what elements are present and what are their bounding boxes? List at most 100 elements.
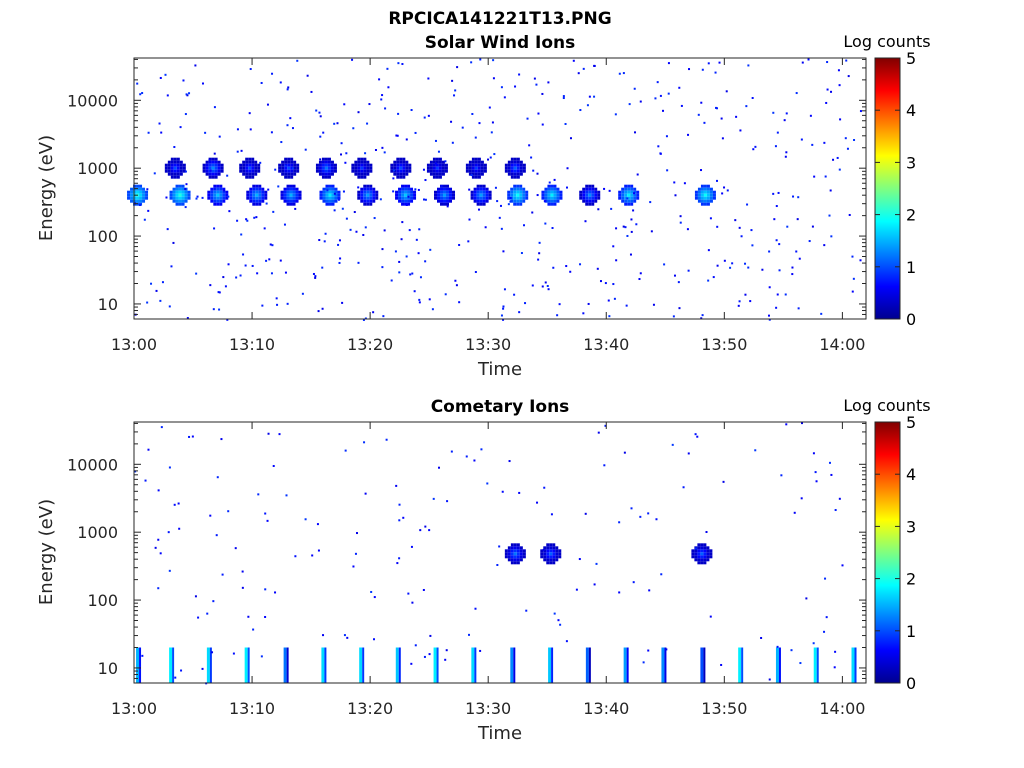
spectrogram-cell	[738, 300, 741, 303]
spectrogram-cell	[553, 184, 557, 188]
spectrogram-cell	[694, 190, 698, 194]
spectrogram-cell	[407, 187, 411, 191]
spectrogram-cell	[210, 196, 214, 200]
spectrogram-cell	[206, 612, 209, 615]
spectrogram-cell	[363, 187, 367, 191]
spectrogram-cell	[700, 546, 704, 550]
spectrogram-cell	[432, 163, 436, 167]
spectrogram-cell	[333, 166, 337, 170]
spectrogram-cell	[559, 196, 563, 200]
spectrogram-cell	[321, 157, 325, 161]
spectrogram-cell	[366, 163, 370, 167]
y-tick-label: 1000	[77, 523, 118, 542]
spectrogram-cell	[435, 157, 439, 161]
spectrogram-cell	[398, 190, 402, 194]
spectrogram-cell	[662, 109, 665, 112]
spectrogram-cell	[597, 193, 601, 197]
spectrogram-cell	[222, 196, 226, 200]
spectrogram-cell	[392, 190, 395, 193]
spectrogram-cell	[510, 187, 514, 191]
spectrogram-cell	[287, 175, 291, 179]
spectrogram-cell	[363, 166, 367, 170]
spectrogram-cell	[488, 190, 492, 194]
spectrogram-cell	[398, 199, 402, 203]
spectrogram-cell	[636, 196, 640, 200]
spectrogram-cell	[286, 647, 289, 683]
spectrogram-cell	[513, 552, 517, 556]
spectrogram-cell	[188, 92, 191, 95]
spectrogram-cell	[334, 187, 338, 191]
spectrogram-cell	[429, 169, 433, 173]
spectrogram-cell	[516, 543, 520, 547]
spectrogram-cell	[402, 163, 406, 167]
spectrogram-cell	[227, 195, 230, 198]
spectrogram-cell	[289, 202, 293, 206]
spectrogram-cell	[205, 166, 209, 170]
y-tick-label: 10	[98, 659, 118, 678]
spectrogram-cell	[355, 230, 358, 233]
spectrogram-cell	[510, 561, 514, 565]
spectrogram-cell	[252, 202, 256, 206]
spectrogram-cell	[525, 609, 528, 612]
spectrogram-cell	[139, 647, 142, 683]
spectrogram-cell	[474, 136, 477, 139]
colorbar-tick-label: 3	[906, 517, 916, 536]
spectrogram-cell	[254, 160, 258, 164]
spectrogram-cell	[429, 163, 433, 167]
spectrogram-cell	[205, 163, 209, 167]
spectrogram-cell	[553, 196, 557, 200]
spectrogram-cell	[328, 190, 332, 194]
spectrogram-cell	[158, 122, 161, 125]
spectrogram-cell	[776, 645, 779, 648]
spectrogram-cell	[703, 121, 706, 124]
spectrogram-cell	[277, 185, 280, 188]
spectrogram-cell	[440, 196, 444, 200]
spectrogram-cell	[465, 163, 469, 167]
spectrogram-cell	[426, 169, 430, 173]
spectrogram-cell	[283, 193, 287, 197]
spectrogram-cell	[216, 202, 220, 206]
spectrogram-cell	[535, 83, 538, 86]
spectrogram-cell	[582, 312, 585, 315]
spectrogram-cell	[369, 169, 373, 173]
spectrogram-cell	[218, 135, 221, 138]
spectrogram-cell	[808, 240, 811, 243]
spectrogram-cell	[482, 193, 486, 197]
spectrogram-cell	[257, 169, 261, 173]
spectrogram-cell	[395, 484, 398, 487]
spectrogram-cell	[547, 190, 551, 194]
spectrogram-cell	[225, 196, 229, 200]
spectrogram-cell	[216, 476, 219, 479]
spectrogram-cell	[437, 190, 441, 194]
spectrogram-cell	[513, 175, 517, 179]
spectrogram-cell	[284, 172, 288, 176]
x-tick-label: 13:40	[583, 699, 629, 718]
spectrogram-cell	[170, 157, 174, 161]
spectrogram-cell	[553, 202, 557, 206]
spectrogram-cell	[410, 545, 413, 548]
spectrogram-cell	[633, 192, 636, 195]
spectrogram-cell	[603, 464, 606, 467]
spectrogram-cell	[474, 163, 478, 167]
spectrogram-cell	[577, 72, 580, 75]
spectrogram-cell	[519, 184, 523, 188]
spectrogram-cell	[366, 187, 370, 191]
spectrogram-cell	[130, 193, 134, 197]
spectrogram-cell	[547, 196, 551, 200]
spectrogram-cell	[372, 187, 376, 191]
spectrogram-cell	[440, 187, 444, 191]
spectrogram-cell	[504, 169, 508, 173]
spectrogram-cell	[373, 217, 376, 220]
spectrogram-cell	[683, 182, 686, 185]
spectrogram-cell	[700, 202, 704, 206]
spectrogram-cell	[363, 169, 367, 173]
spectrogram-cell	[360, 166, 364, 170]
spectrogram-cell	[540, 552, 544, 556]
spectrogram-cell	[222, 187, 226, 191]
spectrogram-cell	[248, 169, 252, 173]
spectrogram-cell	[712, 276, 715, 279]
spectrogram-cell	[510, 552, 514, 556]
spectrogram-cell	[476, 190, 480, 194]
spectrogram-cell	[404, 199, 408, 203]
spectrogram-cell	[324, 172, 328, 176]
